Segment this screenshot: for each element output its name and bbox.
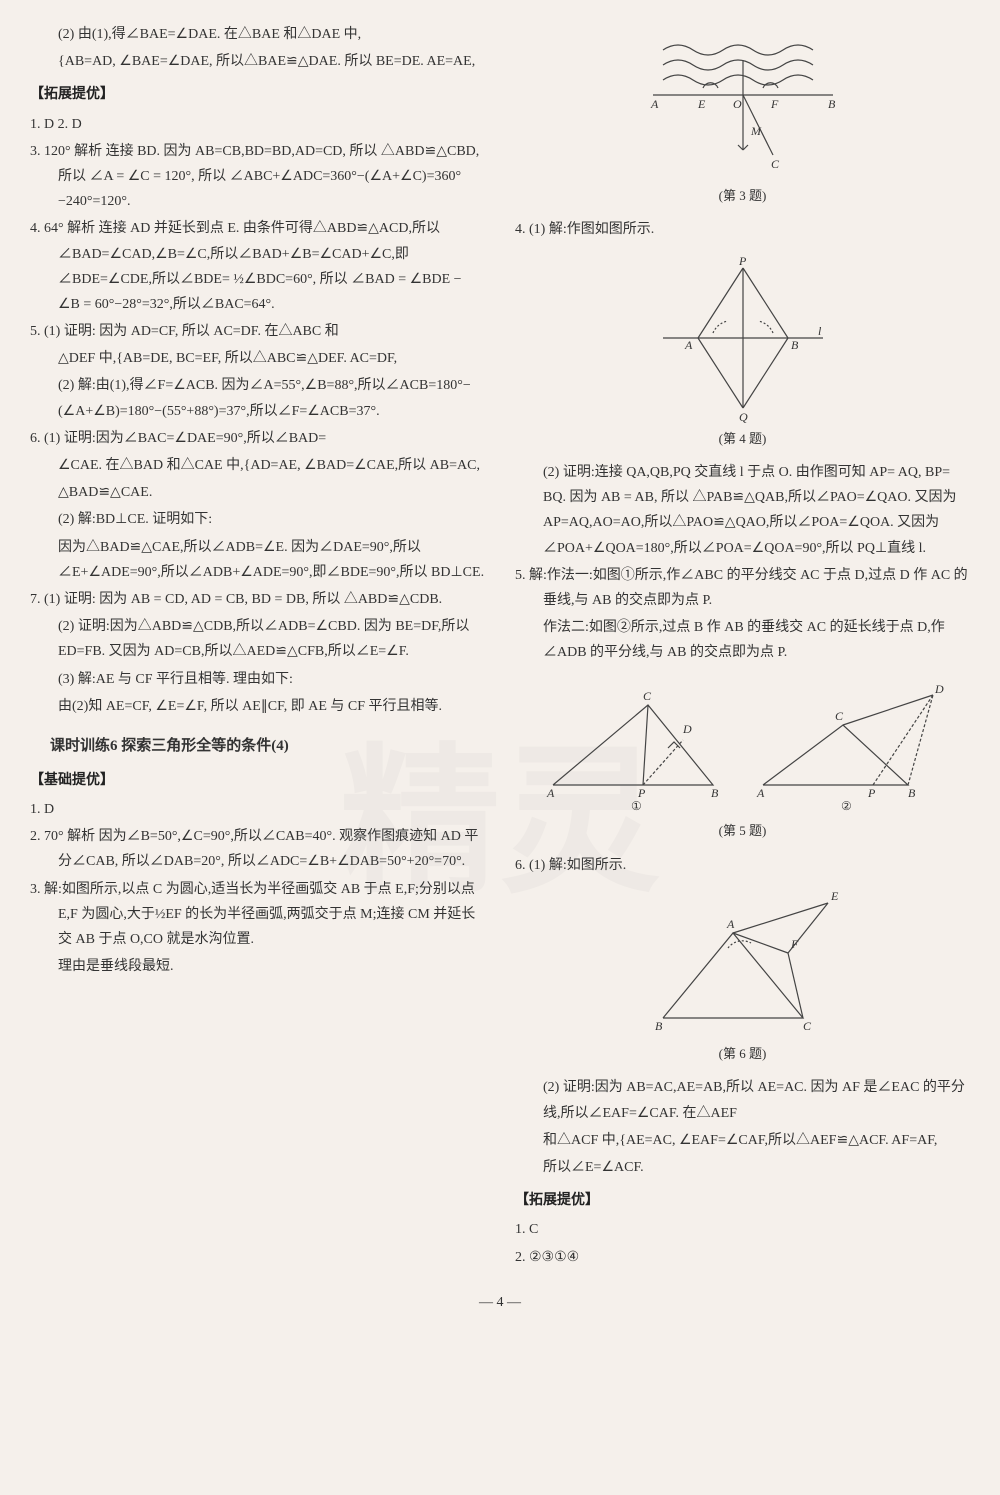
figure-5-svg: A P B C D ① A P B C D ② <box>533 675 953 815</box>
svg-text:D: D <box>934 682 944 696</box>
equation-group: △DEF 中,{AB=DE, BC=EF, 所以△ABC≌△DEF. AC=DF… <box>30 346 485 371</box>
svg-text:B: B <box>791 338 799 352</box>
svg-text:O: O <box>733 97 742 111</box>
answer-1-2: 1. D 2. D <box>30 112 485 137</box>
answer-6e: 因为△BAD≌△CAE,所以∠ADB=∠E. 因为∠DAE=90°,所以∠E+∠… <box>30 535 485 585</box>
right-column: A E O F B M C (第 3 题) 4. (1) 解:作图如图所示. P… <box>515 20 970 1272</box>
answer-7c: (3) 解:AE 与 CF 平行且相等. 理由如下: <box>30 667 485 692</box>
answer-r6c: 所以∠E=∠ACF. <box>515 1155 970 1180</box>
ext-2: 2. ②③①④ <box>515 1245 970 1270</box>
section-title-basic: 【基础提优】 <box>30 768 485 793</box>
svg-text:D: D <box>682 722 692 736</box>
svg-text:C: C <box>835 709 844 723</box>
answer-r5b: 作法二:如图②所示,过点 B 作 AB 的垂线交 AC 的延长线于点 D,作∠A… <box>515 615 970 665</box>
figure-6-caption: (第 6 题) <box>515 1042 970 1065</box>
svg-text:A: A <box>650 97 659 111</box>
svg-text:E: E <box>830 889 839 903</box>
ext-1: 1. C <box>515 1217 970 1242</box>
svg-text:P: P <box>867 786 876 800</box>
figure-6: B A C E F (第 6 题) <box>515 888 970 1065</box>
section-title-extension: 【拓展提优】 <box>30 82 485 107</box>
figure-6-svg: B A C E F <box>633 888 853 1038</box>
svg-text:B: B <box>908 786 916 800</box>
equation-group: 和△ACF 中,{AE=AC, ∠EAF=∠CAF,所以△AEF≌△ACF. A… <box>515 1128 970 1153</box>
figure-5: A P B C D ① A P B C D ② (第 5 题) <box>515 675 970 842</box>
basic-2: 2. 70° 解析 因为∠B=50°,∠C=90°,所以∠CAB=40°. 观察… <box>30 824 485 874</box>
answer-6c: △BAD≌△CAE. <box>30 480 485 505</box>
equation-group: ∠CAE. 在△BAD 和△CAE 中,{AD=AE, ∠BAD=∠CAE,所以… <box>30 453 485 478</box>
equation-group: {AB=AD, ∠BAE=∠DAE, 所以△BAE≌△DAE. 所以 BE=DE… <box>30 49 485 74</box>
answer-5a: 5. (1) 证明: 因为 AD=CF, 所以 AC=DF. 在△ABC 和 <box>30 319 485 344</box>
svg-text:P: P <box>637 786 646 800</box>
page-number: — 4 — <box>30 1290 970 1315</box>
answer-5b: (2) 解:由(1),得∠F=∠ACB. 因为∠A=55°,∠B=88°,所以∠… <box>30 373 485 423</box>
answer-7b: (2) 证明:因为△ABD≌△CDB,所以∠ADB=∠CBD. 因为 BE=DF… <box>30 614 485 664</box>
svg-text:M: M <box>750 124 762 138</box>
answer-r4: 4. (1) 解:作图如图所示. <box>515 217 970 242</box>
svg-text:F: F <box>770 97 779 111</box>
svg-text:B: B <box>711 786 719 800</box>
answer-3: 3. 120° 解析 连接 BD. 因为 AB=CB,BD=BD,AD=CD, … <box>30 139 485 215</box>
svg-text:A: A <box>684 338 693 352</box>
answer-7a: 7. (1) 证明: 因为 AB = CD, AD = CB, BD = DB,… <box>30 587 485 612</box>
figure-3-svg: A E O F B M C <box>643 30 843 180</box>
svg-text:A: A <box>546 786 555 800</box>
basic-3: 3. 解:如图所示,以点 C 为圆心,适当长为半径画弧交 AB 于点 E,F;分… <box>30 877 485 953</box>
answer-6d: (2) 解:BD⊥CE. 证明如下: <box>30 507 485 532</box>
figure-4-svg: P A B l Q <box>653 253 833 423</box>
svg-text:B: B <box>655 1019 663 1033</box>
svg-text:①: ① <box>631 799 642 813</box>
figure-4-caption: (第 4 题) <box>515 427 970 450</box>
svg-text:C: C <box>771 157 780 171</box>
svg-text:F: F <box>790 937 799 951</box>
figure-3: A E O F B M C (第 3 题) <box>515 30 970 207</box>
svg-text:B: B <box>828 97 836 111</box>
svg-text:l: l <box>818 324 822 338</box>
svg-text:C: C <box>803 1019 812 1033</box>
para: (2) 由(1),得∠BAE=∠DAE. 在△BAE 和△DAE 中, <box>30 22 485 47</box>
answer-r6b: (2) 证明:因为 AB=AC,AE=AB,所以 AE=AC. 因为 AF 是∠… <box>515 1075 970 1125</box>
svg-text:E: E <box>697 97 706 111</box>
answer-r5: 5. 解:作法一:如图①所示,作∠ABC 的平分线交 AC 于点 D,过点 D … <box>515 563 970 613</box>
svg-text:A: A <box>726 917 735 931</box>
answer-r4b: (2) 证明:连接 QA,QB,PQ 交直线 l 于点 O. 由作图可知 AP=… <box>515 460 970 561</box>
answer-4: 4. 64° 解析 连接 AD 并延长到点 E. 由条件可得△ABD≌△ACD,… <box>30 216 485 317</box>
answer-r6: 6. (1) 解:如图所示. <box>515 853 970 878</box>
svg-text:Q: Q <box>739 410 748 423</box>
svg-text:C: C <box>643 689 652 703</box>
basic-1: 1. D <box>30 797 485 822</box>
figure-5-caption: (第 5 题) <box>515 819 970 842</box>
page-container: (2) 由(1),得∠BAE=∠DAE. 在△BAE 和△DAE 中, {AB=… <box>30 20 970 1272</box>
figure-4: P A B l Q (第 4 题) <box>515 253 970 450</box>
figure-3-caption: (第 3 题) <box>515 184 970 207</box>
svg-text:A: A <box>756 786 765 800</box>
lesson-title: 课时训练6 探索三角形全等的条件(4) <box>50 733 485 760</box>
svg-text:P: P <box>738 254 747 268</box>
basic-3b: 理由是垂线段最短. <box>30 954 485 979</box>
answer-7d: 由(2)知 AE=CF, ∠E=∠F, 所以 AE∥CF, 即 AE 与 CF … <box>30 694 485 719</box>
answer-6a: 6. (1) 证明:因为∠BAC=∠DAE=90°,所以∠BAD= <box>30 426 485 451</box>
section-title-extension2: 【拓展提优】 <box>515 1188 970 1213</box>
svg-text:②: ② <box>841 799 852 813</box>
left-column: (2) 由(1),得∠BAE=∠DAE. 在△BAE 和△DAE 中, {AB=… <box>30 20 485 1272</box>
